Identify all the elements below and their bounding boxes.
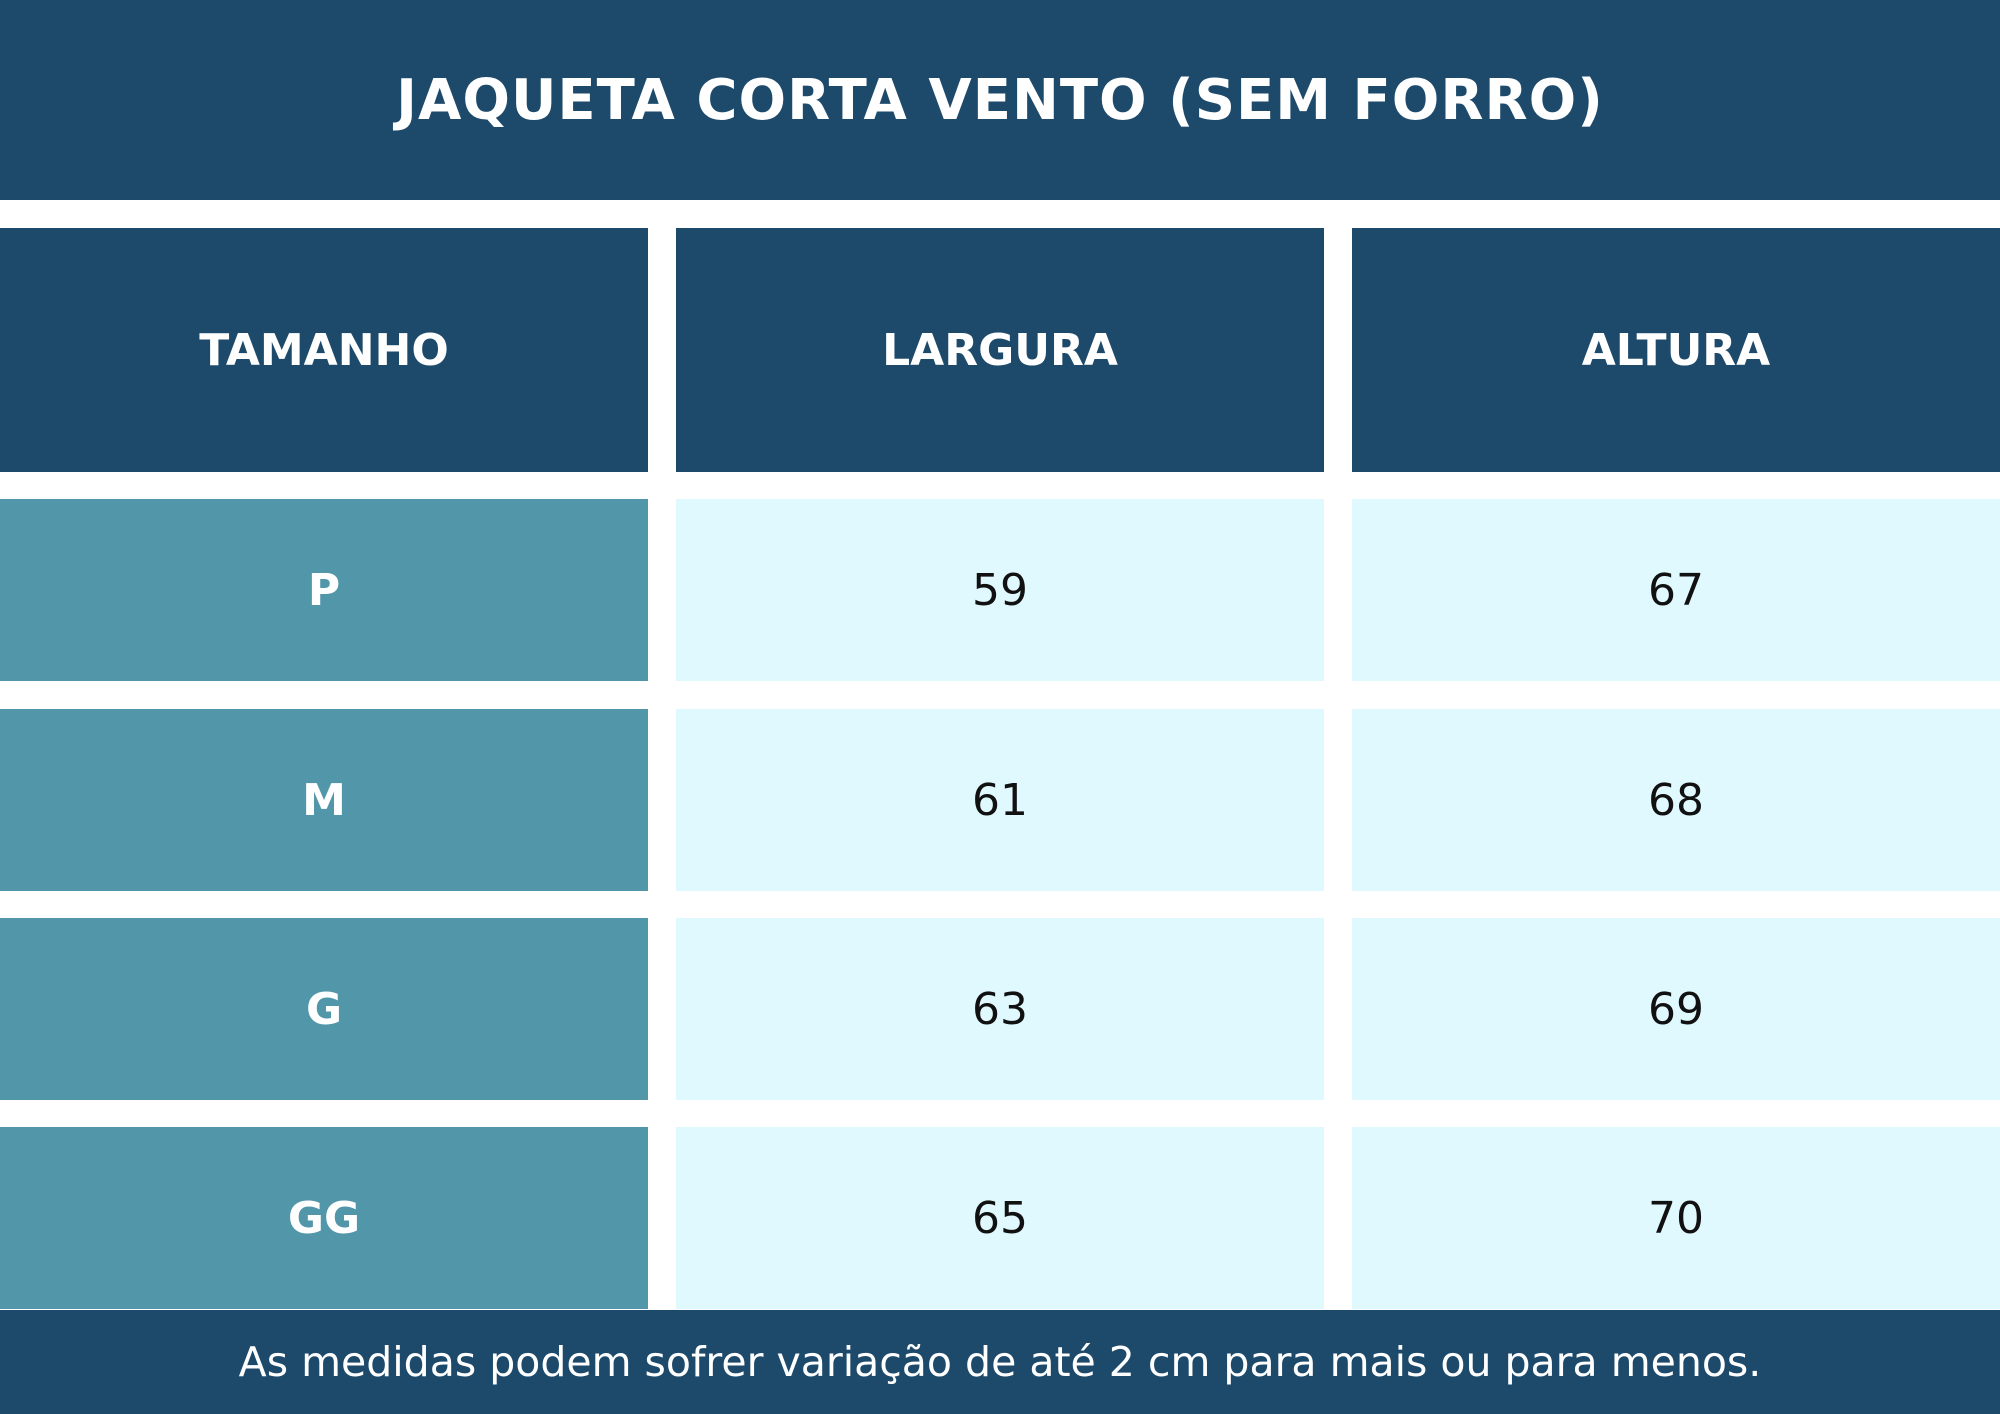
size-cell-g: G	[0, 918, 648, 1100]
footer-banner: As medidas podem sofrer variação de até …	[0, 1310, 2000, 1414]
header-tamanho: TAMANHO	[0, 228, 648, 472]
header-largura: LARGURA	[676, 228, 1324, 472]
page-title: JAQUETA CORTA VENTO (SEM FORRO)	[396, 67, 1604, 133]
altura-cell-g: 69	[1352, 918, 2000, 1100]
altura-cell-p: 67	[1352, 499, 2000, 681]
header-altura: ALTURA	[1352, 228, 2000, 472]
altura-cell-gg: 70	[1352, 1127, 2000, 1309]
largura-cell-gg: 65	[676, 1127, 1324, 1309]
largura-cell-p: 59	[676, 499, 1324, 681]
largura-cell-m: 61	[676, 709, 1324, 891]
footer-note: As medidas podem sofrer variação de até …	[238, 1338, 1762, 1386]
size-cell-gg: GG	[0, 1127, 648, 1309]
largura-cell-g: 63	[676, 918, 1324, 1100]
size-cell-p: P	[0, 499, 648, 681]
title-banner: JAQUETA CORTA VENTO (SEM FORRO)	[0, 0, 2000, 200]
altura-cell-m: 68	[1352, 709, 2000, 891]
size-cell-m: M	[0, 709, 648, 891]
